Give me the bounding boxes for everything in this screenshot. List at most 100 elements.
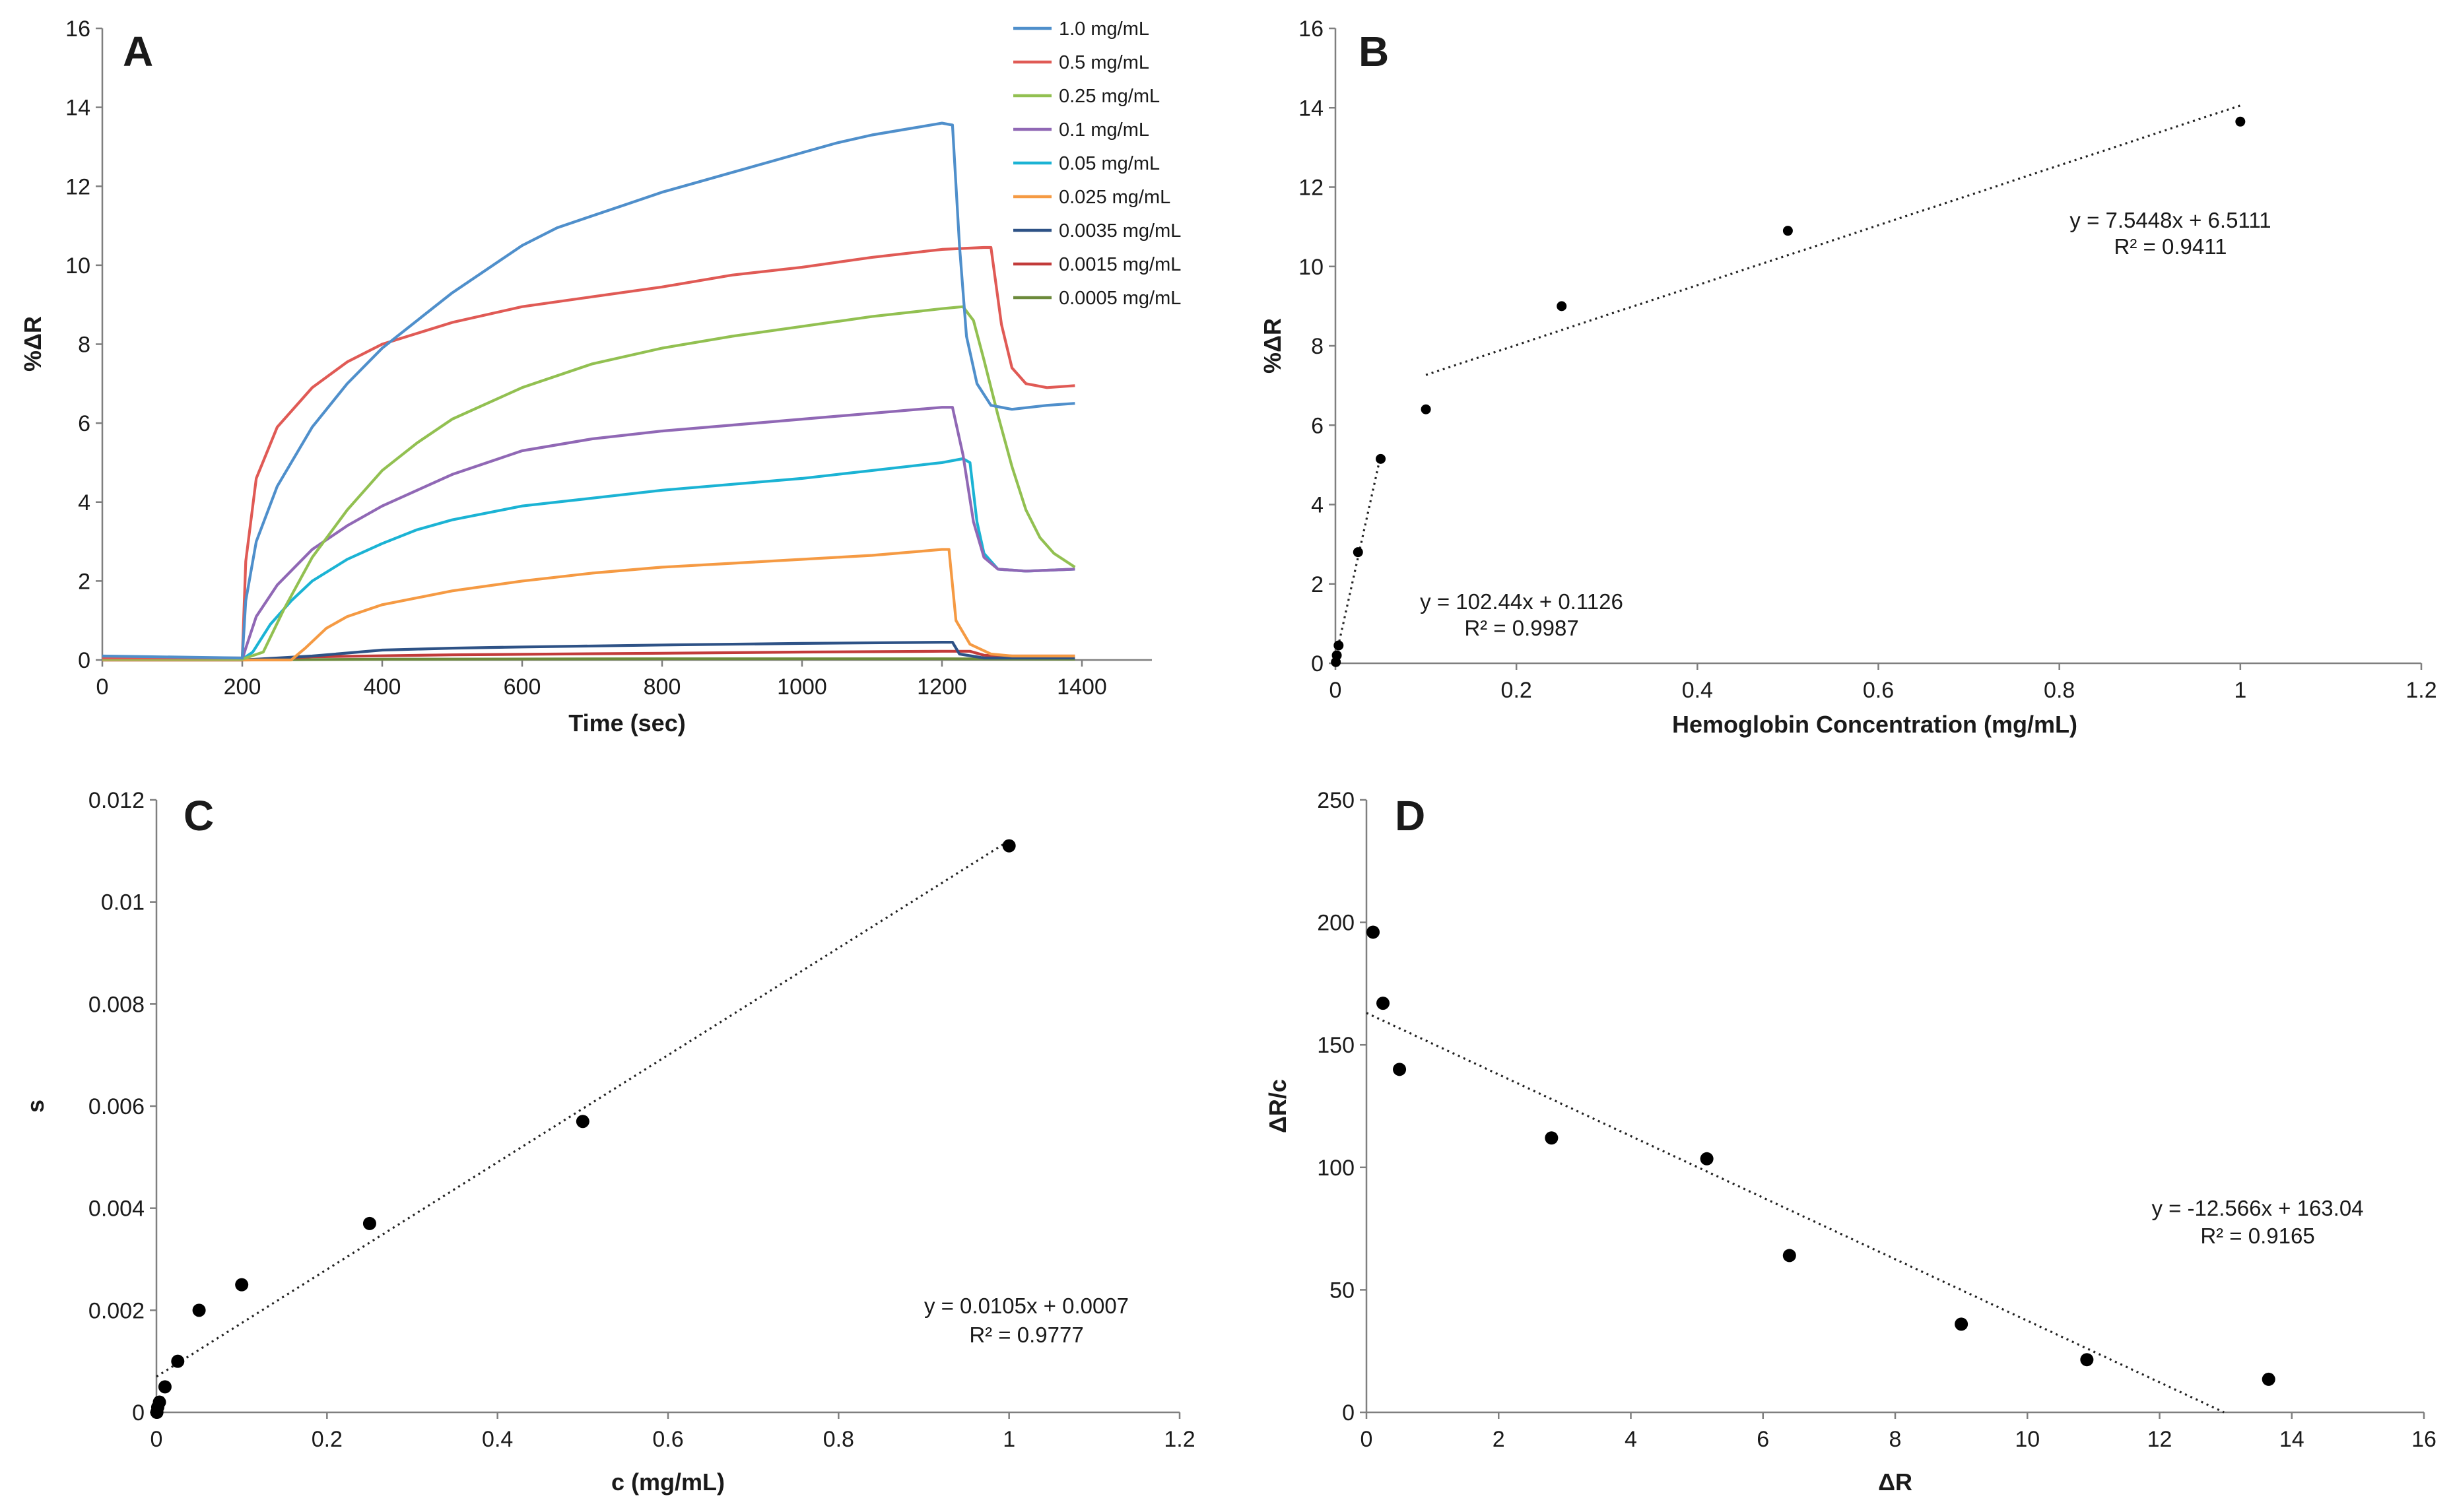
series-line [102,457,1075,661]
panel-b-xlabel: Hemoglobin Concentration (mg/mL) [1672,711,2077,738]
y-tick-label: 250 [1317,788,1355,813]
legend-entry: 0.0005 mg/mL [1059,288,1181,309]
y-tick-label: 100 [1317,1156,1355,1181]
data-point [1366,925,1380,939]
x-tick-label: 10 [2015,1427,2040,1452]
y-tick-label: 50 [1329,1278,1355,1303]
x-tick-label: 1.2 [2405,678,2436,703]
y-tick-label: 14 [1298,96,1324,121]
legend-entry: 1.0 mg/mL [1059,18,1149,40]
y-tick-label: 200 [1317,911,1355,936]
panel-b-r2-2: R² = 0.9987 [1464,616,1578,640]
x-tick-label: 0.8 [2044,678,2075,703]
panel-c-ylabel: s [22,1100,49,1113]
x-tick-label: 2 [1493,1427,1505,1452]
y-tick-label: 8 [78,333,90,358]
panel-b: B 0 2 4 6 8 10 12 14 16 0 0.2 0.4 0.6 0.8 1 1.2 y = 7.… [1259,16,2437,738]
y-tick-label: 4 [1311,493,1324,518]
x-tick-label: 0 [1329,678,1342,703]
data-point [152,1395,166,1409]
panel-d-equation-1: y = -12.566x + 163.04 [2151,1196,2363,1220]
x-tick-label: 0 [151,1427,163,1452]
x-tick-label: 0.4 [1682,678,1713,703]
panel-b-equation-2: y = 102.44x + 0.1126 [1420,589,1623,614]
x-tick-label: 0.2 [1501,678,1532,703]
data-point [1333,640,1344,651]
series-line [102,548,1075,662]
x-tick-label: 14 [2279,1427,2304,1452]
x-tick-label: 600 [504,674,541,700]
x-tick-label: 200 [224,674,261,700]
data-point [1002,839,1016,853]
panel-a: A 0 2 4 6 8 10 12 14 16 0 200 400 600 800 1000 1200 140… [19,16,1181,737]
panel-c: C 0 0.002 0.004 0.006 0.008 0.01 0.012 0 0.2 0.4… [22,788,1195,1496]
x-tick-label: 1.2 [1164,1427,1195,1452]
legend-entry: 0.1 mg/mL [1059,119,1149,141]
data-point [576,1115,589,1129]
data-point [1955,1317,1968,1331]
x-tick-label: 6 [1757,1427,1769,1452]
y-tick-label: 0 [1311,651,1324,676]
data-point [1545,1131,1559,1145]
panel-b-r2-1: R² = 0.9411 [2114,234,2227,259]
panel-a-xlabel: Time (sec) [568,709,685,737]
y-tick-label: 0 [132,1400,145,1426]
legend-entry: 0.0035 mg/mL [1059,220,1181,242]
legend-entry: 0.5 mg/mL [1059,52,1149,73]
trendline [1334,455,1382,659]
y-tick-label: 0.004 [88,1197,145,1222]
y-tick-label: 2 [1311,572,1324,597]
data-point [1782,1249,1796,1263]
data-point [2235,116,2246,127]
y-tick-label: 12 [1298,176,1324,201]
data-point [1782,226,1793,236]
x-tick-label: 8 [1889,1427,1902,1452]
y-tick-label: 6 [78,411,90,436]
x-tick-label: 12 [2147,1427,2172,1452]
x-tick-label: 1400 [1057,674,1107,700]
data-point [1376,453,1386,464]
y-tick-label: 6 [1311,413,1324,438]
panel-d: D 0 50 100 150 200 250 0 2 4 6 8 10 12 14 16 y = -12.… [1264,788,2436,1496]
legend-entry: 0.05 mg/mL [1059,153,1160,174]
panel-d-ylabel: ΔR/c [1264,1079,1291,1133]
x-tick-label: 0 [1361,1427,1373,1452]
series-line [102,305,1076,661]
panel-b-letter: B [1359,28,1389,75]
y-tick-label: 12 [65,174,90,199]
series-line [102,246,1075,660]
data-point [1331,650,1342,661]
panel-c-letter: C [184,792,214,839]
data-point [1421,404,1431,414]
legend-entry: 0.25 mg/mL [1059,86,1160,107]
y-tick-label: 0 [1342,1400,1355,1426]
data-point [362,1216,376,1230]
data-point [192,1303,206,1317]
y-tick-label: 0.006 [88,1094,145,1119]
y-tick-label: 0.012 [88,788,145,813]
data-point [171,1354,185,1368]
y-tick-label: 16 [65,16,90,42]
legend-entry: 0.0015 mg/mL [1059,254,1181,275]
panel-c-equation-1: y = 0.0105x + 0.0007 [924,1294,1129,1318]
panel-a-letter: A [123,28,153,75]
y-tick-label: 16 [1298,16,1324,42]
x-tick-label: 0.2 [312,1427,343,1452]
series-line [102,641,1075,662]
x-tick-label: 0.6 [652,1427,683,1452]
data-point [1376,997,1390,1010]
y-tick-label: 8 [1311,334,1324,359]
y-tick-label: 4 [78,490,90,515]
panel-c-xlabel: c (mg/mL) [611,1468,725,1496]
x-tick-label: 16 [2411,1427,2436,1452]
x-tick-label: 0.4 [482,1427,513,1452]
panel-b-ylabel: %ΔR [1259,318,1286,374]
data-point [2080,1353,2094,1367]
data-point [1353,547,1363,558]
y-tick-label: 14 [65,96,90,121]
y-tick-label: 2 [78,569,90,594]
y-tick-label: 0.002 [88,1298,145,1323]
y-tick-label: 0.008 [88,992,145,1017]
trendline [156,839,1010,1378]
